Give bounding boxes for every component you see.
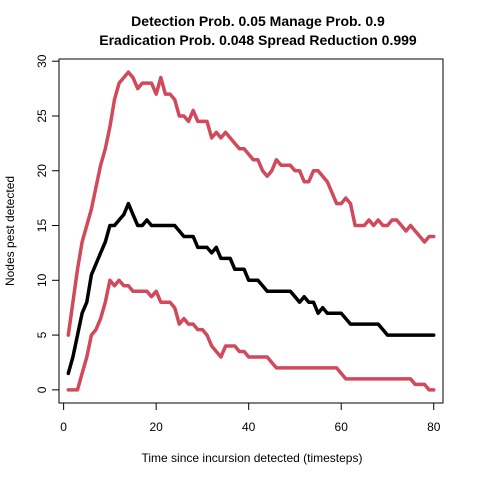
x-axis-label: Time since incursion detected (timesteps… (142, 451, 363, 465)
y-axis-label: Nodes pest detected (3, 176, 17, 286)
x-tick-label: 40 (242, 420, 256, 434)
y-axis: 0 5 10 15 20 25 30 (35, 54, 60, 393)
y-tick-label: 15 (35, 219, 49, 233)
x-tick-label: 0 (60, 420, 67, 434)
x-tick-label: 60 (335, 420, 349, 434)
series-median (66, 201, 436, 376)
y-tick-label: 25 (35, 109, 49, 123)
y-tick-label: 20 (35, 164, 49, 178)
y-tick-label: 10 (35, 273, 49, 287)
x-tick-label: 80 (427, 420, 441, 434)
x-tick-label: 20 (149, 420, 163, 434)
y-tick-label: 5 (35, 331, 49, 338)
series-layer (66, 70, 436, 392)
chart-title-line-1: Detection Prob. 0.05 Manage Prob. 0.9 (131, 13, 385, 29)
series-lower-bound (66, 278, 436, 392)
x-axis: 0 20 40 60 80 (60, 402, 441, 434)
y-tick-label: 30 (35, 54, 49, 68)
y-tick-label: 0 (35, 386, 49, 393)
plot-frame (58, 58, 444, 404)
chart-title-line-2: Eradication Prob. 0.048 Spread Reduction… (99, 32, 417, 48)
series-upper-bound (66, 70, 436, 337)
